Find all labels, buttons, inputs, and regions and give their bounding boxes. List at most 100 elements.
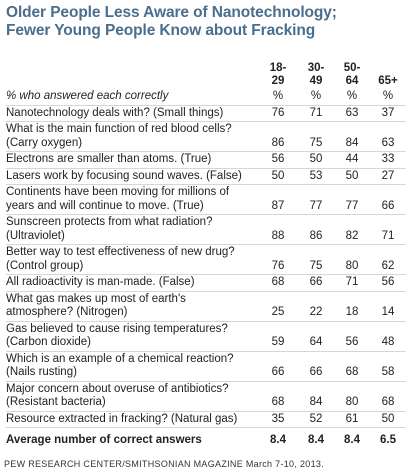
col-header-18-29: 18- 29 [258, 62, 298, 89]
question-line: (Carbon dioxide) [6, 336, 92, 348]
question-line: Sunscreen protects from what radiation? [6, 216, 213, 228]
question-text: What is the main function of red blood c… [6, 121, 258, 152]
value-cell: 86 [258, 121, 298, 152]
subheader-label: % who answered each correctly [6, 89, 258, 106]
value-cell: 58 [370, 351, 406, 382]
value-cell: 82 [334, 214, 370, 245]
col-header-line: 64 [345, 75, 359, 87]
value-cell: 84 [334, 121, 370, 152]
average-value: 8.4 [344, 434, 360, 446]
value-cell: 75 [298, 121, 334, 152]
value-cell: 87 [258, 184, 298, 215]
question-line: Gas believed to cause rising temperature… [6, 322, 228, 335]
value-cell: 50 [258, 168, 298, 185]
source-text: PEW RESEARCH CENTER/SMITHSONIAN MAGAZINE [4, 459, 244, 469]
col-header-line: 49 [309, 75, 323, 87]
value-cell: 27 [370, 168, 406, 185]
question-text: Lasers work by focusing sound waves. (Fa… [6, 168, 258, 185]
question-text: Better way to test effectiveness of new … [6, 244, 258, 275]
question-line: (Control group) [6, 259, 84, 272]
value-cell: 53 [298, 168, 334, 185]
value-cell: 68 [258, 274, 298, 292]
value-cell: 62 [370, 244, 406, 275]
value-cell: 66 [370, 184, 406, 215]
question-text: All radioactivity is man-made. (False) [6, 274, 258, 292]
value-cell: 77 [334, 184, 370, 215]
value-cell: 35 [258, 411, 298, 428]
average-row: Average number of correct answers 8.4 8.4 8… [6, 428, 406, 449]
value-cell: 44 [334, 151, 370, 169]
question-line: Better way to test effectiveness of new … [6, 246, 235, 258]
header-row: 18- 29 30- 49 50- 64 65+ [6, 62, 406, 89]
value-cell: 76 [258, 105, 298, 122]
question-line: Which is an example of a chemical reacti… [6, 352, 234, 365]
table-row: Sunscreen protects from what radiation?(… [6, 214, 406, 245]
average-label: Average number of correct answers [6, 434, 202, 446]
value-cell: 71 [370, 214, 406, 245]
value-cell: 48 [370, 321, 406, 352]
question-line: (Carry oxygen) [6, 136, 83, 149]
value-cell: 75 [298, 244, 334, 275]
unit-cell: % [258, 89, 298, 106]
value-cell: 50 [370, 411, 406, 428]
value-cell: 61 [334, 411, 370, 428]
value-cell: 33 [370, 151, 406, 169]
question-line: (Ultraviolet) [6, 229, 65, 242]
chart-title: Older People Less Aware of Nanotechnolog… [6, 4, 406, 40]
table-row: What gas makes up most of earth's atmosph… [6, 291, 406, 322]
col-header-line: 30- [307, 62, 325, 74]
value-cell: 77 [298, 184, 334, 215]
question-line: atmosphere? (Nitrogen) [6, 306, 128, 318]
question-line: Lasers work by focusing sound waves. (Fa… [6, 169, 242, 182]
question-text: Electrons are smaller than atoms. (True) [6, 151, 258, 169]
value-cell: 66 [298, 351, 334, 382]
title-line-1: Older People Less Aware of Nanotechnolog… [6, 4, 337, 21]
col-header-50-64: 50- 64 [334, 62, 370, 89]
question-text: Nanotechnology deals with? (Small things… [6, 105, 258, 122]
question-line: All radioactivity is man-made. (False) [6, 276, 195, 288]
question-line: Continents have been moving for millions… [6, 186, 230, 198]
results-table: 18- 29 30- 49 50- 64 65+ % who answered … [6, 62, 406, 449]
question-text: Major concern about overuse of antibioti… [6, 381, 258, 412]
question-line: Major concern about overuse of antibioti… [6, 382, 229, 395]
question-text: Sunscreen protects from what radiation?(… [6, 214, 258, 245]
question-line: years and will continue to move. (True) [6, 199, 204, 212]
value-cell: 88 [258, 214, 298, 245]
value-cell: 66 [298, 274, 334, 292]
table-row: Continents have been moving for millions… [6, 184, 406, 215]
col-header-line: 65+ [378, 75, 398, 87]
average-value: 8.4 [270, 434, 286, 446]
value-cell: 68 [334, 351, 370, 382]
value-cell: 84 [298, 381, 334, 412]
value-cell: 76 [258, 244, 298, 275]
value-cell: 80 [334, 381, 370, 412]
col-header-65-plus: 65+ [370, 62, 406, 89]
source-footer: PEW RESEARCH CENTER/SMITHSONIAN MAGAZINE… [4, 459, 408, 469]
col-header-line: 50- [343, 62, 361, 74]
table-row: Resource extracted in fracking? (Natural… [6, 411, 406, 428]
question-text: Which is an example of a chemical reacti… [6, 351, 258, 382]
value-cell: 52 [298, 411, 334, 428]
question-line: Electrons are smaller than atoms. (True) [6, 153, 212, 165]
table-row: Lasers work by focusing sound waves. (Fa… [6, 168, 406, 185]
question-text: Resource extracted in fracking? (Natural… [6, 411, 258, 428]
value-cell: 66 [258, 351, 298, 382]
table-row: Electrons are smaller than atoms. (True)… [6, 151, 406, 169]
value-cell: 50 [298, 151, 334, 169]
value-cell: 68 [370, 381, 406, 412]
value-cell: 56 [370, 274, 406, 292]
value-cell: 80 [334, 244, 370, 275]
table-row: Nanotechnology deals with? (Small things… [6, 105, 406, 122]
question-line: (Resistant bacteria) [6, 396, 106, 408]
value-cell: 71 [334, 274, 370, 292]
subheader-row: % who answered each correctly % % % % [6, 89, 406, 106]
average-value: 6.5 [380, 434, 396, 446]
value-cell: 37 [370, 105, 406, 122]
question-header [6, 62, 258, 89]
question-text: Continents have been moving for millions… [6, 184, 258, 215]
value-cell: 63 [370, 121, 406, 152]
question-text: What gas makes up most of earth's atmosph… [6, 291, 258, 322]
question-line: (Nails rusting) [6, 366, 77, 378]
table-row: Which is an example of a chemical reacti… [6, 351, 406, 382]
